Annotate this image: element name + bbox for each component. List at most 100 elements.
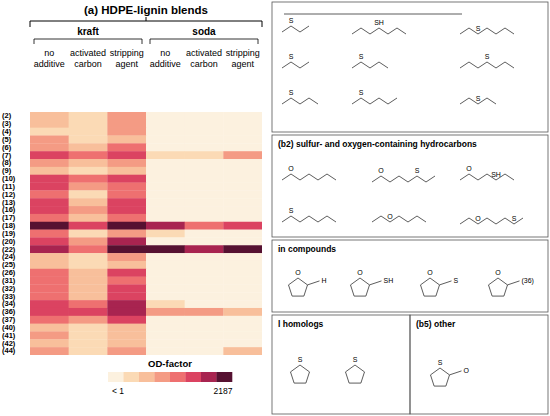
bond (352, 98, 397, 104)
cell (223, 128, 262, 136)
cell (146, 198, 185, 206)
cell (69, 269, 108, 277)
bond (282, 174, 336, 180)
cell (69, 167, 108, 175)
bond (282, 98, 318, 104)
colorbar-tick: < 1 (112, 382, 124, 396)
atom-label: S (476, 95, 481, 102)
cell (107, 167, 146, 175)
structure: S (290, 356, 309, 383)
cell (107, 175, 146, 183)
cell (185, 277, 224, 285)
colorbar-swatch (186, 372, 202, 382)
cell (223, 120, 262, 128)
atom-label: S (289, 17, 294, 24)
cell (223, 159, 262, 167)
cell (69, 136, 108, 144)
bond (460, 28, 514, 34)
panel-frame (272, 240, 548, 312)
cell (223, 183, 262, 191)
cell (69, 245, 108, 253)
cell (146, 300, 185, 308)
cell (107, 308, 146, 316)
colorbar-axis: < 1 2187 (112, 382, 233, 396)
structure: OS (372, 167, 435, 182)
cell (69, 347, 108, 355)
atom-label: SH (384, 277, 394, 284)
cell (223, 339, 262, 347)
cell (223, 112, 262, 120)
atom-label: S (298, 356, 303, 363)
structure: SH (352, 19, 406, 34)
cell (69, 120, 108, 128)
cell (30, 128, 69, 136)
cell (69, 175, 108, 183)
structure: S (460, 53, 514, 68)
cell (107, 222, 146, 230)
structure: S (345, 356, 364, 383)
structure: S (282, 53, 309, 68)
cell (185, 128, 224, 136)
cell (146, 136, 185, 144)
cell (30, 331, 69, 339)
column-label: strippingagent (110, 48, 144, 69)
cell (30, 324, 69, 332)
cell (185, 190, 224, 198)
cell (223, 237, 262, 245)
cell (107, 128, 146, 136)
structure: O (372, 213, 426, 222)
cell (223, 245, 262, 253)
cell (146, 324, 185, 332)
structure-panel: SSHSSSSSSS (272, 2, 548, 132)
cell (107, 277, 146, 285)
colorbar-swatch (170, 372, 186, 382)
group-label: soda (192, 26, 216, 37)
panel-title: l homologs (278, 319, 324, 329)
group-label: kraft (77, 26, 99, 37)
cell (69, 230, 108, 238)
cell (30, 284, 69, 292)
cell (69, 151, 108, 159)
bond (352, 28, 406, 34)
cell (185, 120, 224, 128)
cell (30, 269, 69, 277)
atom-label: SH (491, 171, 501, 178)
column-label: noadditive (34, 48, 65, 69)
atom-label: O (464, 367, 470, 374)
structure: S (352, 89, 397, 104)
row-label: (44) (2, 346, 16, 355)
structure: O (282, 165, 336, 180)
cell (185, 331, 224, 339)
colorbar-label: < 1 (112, 386, 124, 396)
colorbar-swatch (139, 372, 155, 382)
colorbar-domain (124, 382, 233, 383)
structure: S (460, 95, 496, 104)
cell (30, 159, 69, 167)
cell (107, 253, 146, 261)
cell (185, 339, 224, 347)
atom-label: S (476, 25, 481, 32)
atom-label: O (295, 269, 301, 276)
cell (146, 128, 185, 136)
cell (223, 175, 262, 183)
structure-panel: in compoundsOHOSHOSO(36) (272, 240, 548, 312)
cell (146, 347, 185, 355)
cell (185, 308, 224, 316)
cell (107, 136, 146, 144)
structure-panel: (b2) sulfur- and oxygen-containing hydro… (272, 135, 548, 237)
atom-label: O (475, 215, 481, 222)
cell (30, 151, 69, 159)
cell (30, 230, 69, 238)
cell (146, 292, 185, 300)
cell (107, 284, 146, 292)
structure: O(36) (488, 269, 533, 296)
colorbar-tick: 2187 (214, 382, 233, 396)
cells (30, 112, 262, 355)
cell (107, 269, 146, 277)
atom-label: S (485, 53, 490, 60)
bond (508, 281, 520, 285)
cell (69, 308, 108, 316)
cell (223, 136, 262, 144)
cell (223, 292, 262, 300)
cell (223, 206, 262, 214)
